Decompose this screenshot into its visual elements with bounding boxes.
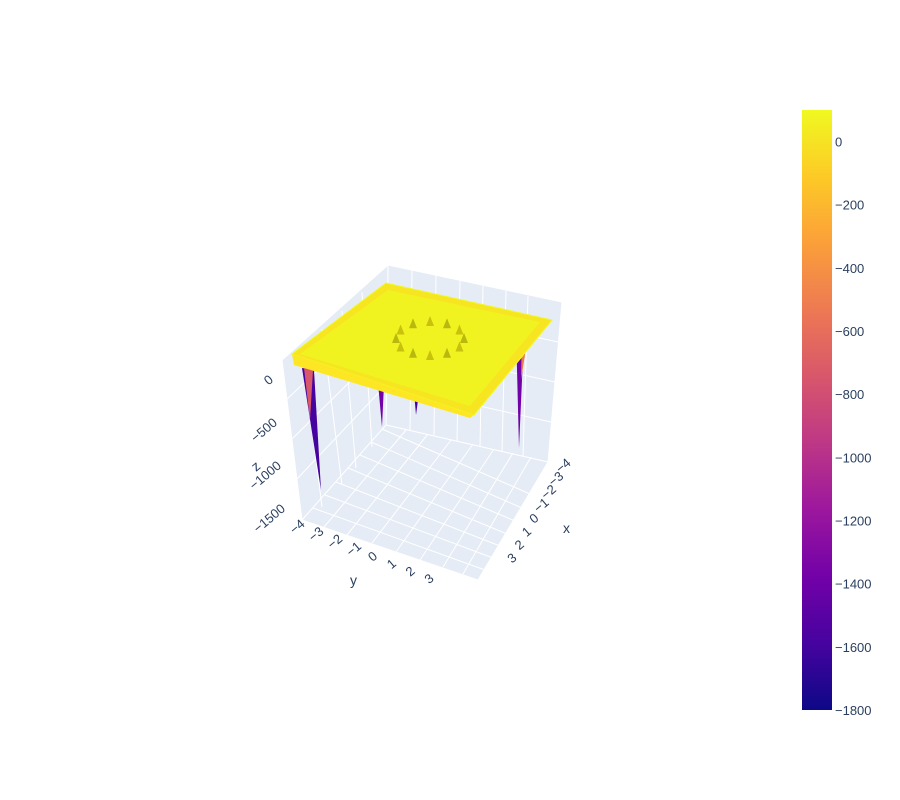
- ring-peak: [426, 316, 434, 326]
- ring-peak: [392, 333, 400, 343]
- spike-front-a: [378, 383, 384, 427]
- y-axis-tick-label: −3: [305, 523, 326, 544]
- spike-left-corner: [302, 368, 321, 490]
- z-axis-ticks: 0−500−1000−1500: [246, 372, 288, 536]
- z-axis-tick-label: −500: [248, 415, 280, 445]
- x-axis-tick-label: 1: [519, 524, 534, 540]
- ring-peak: [409, 318, 417, 329]
- colorbar-tick-label: −1800: [835, 703, 872, 718]
- ring-peak: [409, 347, 417, 358]
- x-axis-tick-label: −3: [545, 468, 566, 489]
- colorbar-tick-label: 0: [835, 135, 842, 150]
- x-axis-tick-label: −4: [553, 455, 574, 476]
- ring-peak: [460, 333, 468, 343]
- colorbar-tick-label: −1600: [835, 640, 872, 655]
- x-axis-tick-label: 3: [504, 550, 519, 566]
- ring-peaks: [392, 316, 468, 360]
- ring-peak: [455, 341, 464, 352]
- y-axis-tick-label: −2: [324, 531, 345, 552]
- y-axis-tick-label: 3: [421, 571, 436, 587]
- colorbar-gradient: [802, 110, 832, 710]
- colorbar: 0 −200 −400 −600 −800 −1000 −1200 −1400 −1600 −18…: [802, 110, 872, 718]
- ring-peak: [443, 347, 451, 358]
- colorbar-tick-label: −1400: [835, 577, 872, 592]
- colorbar-tick-label: −800: [835, 387, 864, 402]
- z-axis-tick-label: −1500: [250, 501, 288, 536]
- x-axis-tick-label: 2: [512, 537, 527, 553]
- spike-left-corner-shade: [304, 368, 313, 420]
- colorbar-tick-label: −600: [835, 324, 864, 339]
- surface-edge-front: [292, 354, 474, 418]
- x-axis-label: x: [563, 520, 570, 536]
- 3d-scene[interactable]: [281, 263, 563, 581]
- colorbar-ticks: 0 −200 −400 −600 −800 −1000 −1200 −1400 −1600 −18…: [835, 135, 872, 718]
- ring-peak: [455, 324, 464, 335]
- x-axis-tick-label: −1: [531, 495, 552, 516]
- ring-peak: [396, 324, 405, 335]
- x-axis-tick-label: −2: [538, 481, 559, 502]
- y-axis-label: y: [350, 572, 357, 588]
- surface-plateau-highlight: [300, 290, 540, 406]
- y-axis-tick-label: 1: [384, 556, 399, 572]
- ring-peak: [426, 350, 434, 360]
- colorbar-tick-label: −1200: [835, 514, 872, 529]
- y-axis-tick-label: 0: [365, 548, 380, 564]
- ring-peak: [396, 341, 405, 352]
- colorbar-tick-label: −200: [835, 198, 864, 213]
- z-axis-tick-label: 0: [261, 372, 276, 388]
- ring-peak: [443, 318, 451, 329]
- colorbar-tick-label: −400: [835, 261, 864, 276]
- colorbar-tick-label: −1000: [835, 450, 872, 465]
- y-axis-tick-label: −1: [343, 538, 364, 559]
- y-axis-tick-label: −4: [287, 516, 308, 537]
- y-axis-tick-label: 2: [403, 563, 418, 579]
